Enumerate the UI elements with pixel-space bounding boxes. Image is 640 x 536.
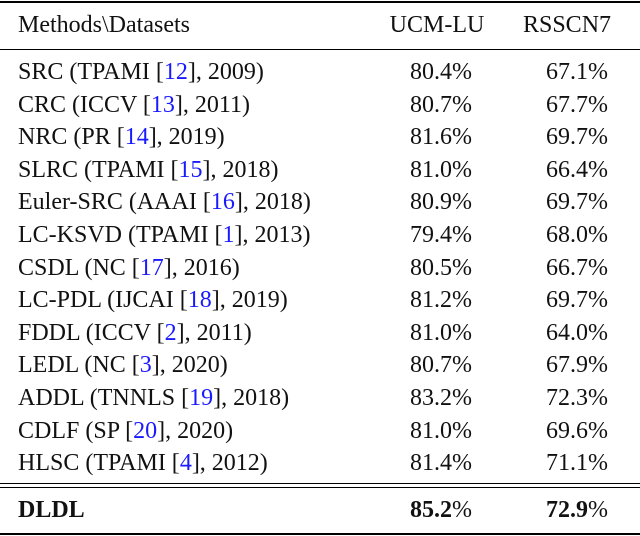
value-cell: 80.9% (410, 189, 472, 216)
citation: 3 (139, 352, 152, 379)
citation: 17 (139, 254, 164, 281)
value-cell: 83.2% (410, 385, 472, 411)
value-cell: 69.7% (546, 189, 608, 216)
method-cell: DLDL (18, 497, 85, 523)
citation: 1 (222, 222, 235, 248)
bottom-rule (0, 533, 640, 535)
value-cell: 80.7% (410, 352, 472, 379)
value-cell: 66.4% (546, 156, 608, 183)
top-rule (0, 1, 640, 3)
method-year: ], 2012) (191, 450, 268, 477)
citation: 20 (133, 417, 158, 444)
method-name: NRC (PR [ (18, 124, 125, 151)
value-cell: 67.9% (546, 352, 608, 379)
citation: 2 (164, 319, 177, 346)
method-name: FDDL (ICCV [ (18, 319, 165, 346)
method-cell: CRC (ICCV [13], 2011) (18, 91, 250, 119)
value-cell: 72.9% (546, 496, 608, 524)
method-name: LC-PDL (IJCAI [ (18, 287, 188, 314)
method-name: SLRC (TPAMI [ (18, 156, 179, 183)
citation: 18 (187, 287, 212, 314)
value-cell: 72.3% (546, 385, 608, 411)
method-name: SRC (TPAMI [ (18, 59, 164, 85)
method-cell: Euler-SRC (AAAI [16], 2018) (18, 188, 311, 216)
method-year: ], 2009) (187, 59, 264, 85)
method-cell: LC-KSVD (TPAMI [1], 2013) (18, 221, 310, 249)
method-name: LC-KSVD (TPAMI [ (18, 222, 223, 248)
method-year: ], 2011) (176, 319, 252, 346)
double-rule (0, 487, 640, 488)
method-name: LEDL (NC [ (18, 352, 140, 379)
method-name: Euler-SRC (AAAI [ (18, 189, 211, 216)
value-cell: 71.1% (546, 450, 608, 477)
value-cell: 85.2% (410, 496, 472, 524)
value-cell: 81.0% (410, 417, 472, 444)
citation: 16 (210, 189, 235, 216)
value-cell: 81.0% (410, 156, 472, 183)
citation: 13 (150, 91, 175, 118)
method-cell: SRC (TPAMI [12], 2009) (18, 58, 264, 86)
double-rule (0, 483, 640, 484)
method-year: ], 2016) (163, 254, 240, 281)
best-value: 85.2 (410, 497, 452, 523)
value-cell: 64.0% (546, 319, 608, 346)
method-cell: HLSC (TPAMI [4], 2012) (18, 449, 268, 477)
method-cell: LC-PDL (IJCAI [18], 2019) (18, 286, 288, 314)
value-cell: 81.0% (410, 319, 472, 346)
method-year: ], 2011) (174, 91, 251, 118)
value-cell: 69.7% (546, 287, 608, 314)
value-cell: 81.4% (410, 450, 472, 477)
method-year: ], 2019) (148, 124, 225, 151)
value-cell: 81.6% (410, 124, 472, 151)
header-cell: UCM-LU (389, 12, 485, 38)
value-cell: 67.7% (546, 91, 608, 118)
unit: % (588, 497, 608, 523)
method-cell: FDDL (ICCV [2], 2011) (18, 319, 252, 347)
value-cell: 81.2% (410, 287, 472, 314)
method-cell: CDLF (SP [20], 2020) (18, 417, 233, 445)
method-year: ], 2018) (213, 385, 290, 411)
method-year: ], 2020) (157, 417, 234, 444)
header-rule (0, 49, 640, 50)
method-cell: ADDL (TNNLS [19], 2018) (18, 384, 289, 412)
header-cell: Methods\Datasets (18, 12, 190, 38)
value-cell: 67.1% (546, 59, 608, 85)
value-cell: 79.4% (410, 222, 472, 248)
method-cell: SLRC (TPAMI [15], 2018) (18, 156, 278, 184)
method-year: ], 2018) (202, 156, 279, 183)
method-year: ], 2020) (151, 352, 228, 379)
value-cell: 80.7% (410, 91, 472, 118)
method-year: ], 2013) (234, 222, 311, 248)
method-name: ADDL (TNNLS [ (18, 385, 190, 411)
best-value: 72.9 (546, 497, 588, 523)
header-cell: RSSCN7 (522, 12, 612, 38)
citation: 4 (179, 450, 192, 477)
method-name: CDLF (SP [ (18, 417, 134, 444)
value-cell: 80.5% (410, 254, 472, 281)
method-cell: NRC (PR [14], 2019) (18, 123, 225, 151)
value-cell: 68.0% (546, 222, 608, 248)
value-cell: 66.7% (546, 254, 608, 281)
method-year: ], 2018) (234, 189, 311, 216)
method-name: HLSC (TPAMI [ (18, 450, 180, 477)
method-year: ], 2019) (211, 287, 288, 314)
value-cell: 69.6% (546, 417, 608, 444)
unit: % (452, 497, 472, 523)
method-name: CRC (ICCV [ (18, 91, 151, 118)
citation: 12 (163, 59, 188, 85)
citation: 19 (189, 385, 214, 411)
method-cell: CSDL (NC [17], 2016) (18, 254, 240, 282)
citation: 15 (178, 156, 203, 183)
value-cell: 69.7% (546, 124, 608, 151)
value-cell: 80.4% (410, 59, 472, 85)
citation: 14 (124, 124, 149, 151)
method-name: CSDL (NC [ (18, 254, 140, 281)
method-cell: LEDL (NC [3], 2020) (18, 351, 228, 379)
